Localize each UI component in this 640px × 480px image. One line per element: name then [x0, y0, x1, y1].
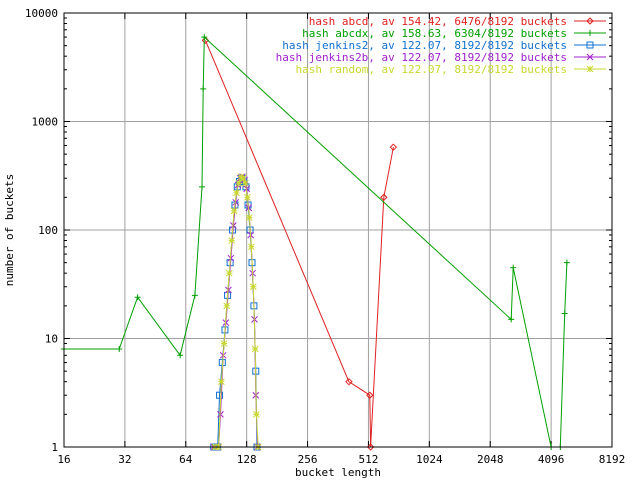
- legend-entry-label: hash jenkins2, av 122.07, 8192/8192 buck…: [282, 39, 567, 52]
- axis-ticks: 16 32 64 128 256 512 1024 2048 4096 8192 1 10 100 100…: [25, 7, 625, 466]
- series-point: [225, 269, 233, 277]
- series-line: [204, 40, 394, 448]
- series-point: [228, 237, 236, 244]
- series-point: [243, 193, 251, 201]
- series-line: [214, 175, 259, 448]
- series-point: [201, 34, 208, 41]
- x-tick-label: 2048: [477, 453, 504, 466]
- series-point: [116, 346, 123, 353]
- y-tick-label: 1: [51, 441, 58, 454]
- series-point: [389, 143, 398, 151]
- legend-entry-label: hash random, av 122.07, 8192/8192 bucket…: [295, 63, 567, 76]
- series-point: [235, 179, 243, 187]
- series-point: [191, 292, 198, 299]
- series-point: [247, 243, 255, 251]
- legend-entry-label: hash abcdx, av 158.63, 6304/8192 buckets: [302, 27, 567, 40]
- legend-marker: [586, 53, 594, 61]
- series-point: [345, 377, 353, 386]
- series-point: [216, 391, 224, 399]
- legend: hash abcd, av 154.42, 6476/8192 bucketsh…: [276, 15, 606, 76]
- y-tick-label: 10000: [25, 7, 58, 20]
- series-point: [230, 207, 238, 215]
- series-point: [200, 85, 207, 92]
- legend-entry-label: hash abcd, av 154.42, 6476/8192 buckets: [309, 15, 567, 28]
- y-axis-label: number of buckets: [3, 174, 16, 287]
- x-axis-label: bucket length: [295, 466, 381, 479]
- legend-marker: [587, 30, 593, 36]
- series-group: [61, 34, 570, 451]
- x-tick-label: 256: [298, 453, 318, 466]
- series-point: [241, 179, 249, 187]
- series-point: [223, 302, 231, 310]
- legend-marker: [586, 41, 594, 49]
- series-point: [134, 294, 141, 301]
- series-point: [366, 443, 375, 451]
- series-point: [233, 189, 240, 197]
- x-tick-label: 512: [359, 453, 379, 466]
- series-point: [561, 310, 568, 317]
- legend-marker: [586, 65, 594, 73]
- x-tick-label: 1024: [416, 453, 443, 466]
- series-point: [243, 185, 251, 193]
- series-point: [218, 378, 225, 386]
- x-tick-label: 32: [118, 453, 131, 466]
- y-tick-label: 1000: [32, 116, 59, 129]
- series-point: [220, 340, 228, 347]
- series-point: [249, 283, 257, 291]
- series-point: [366, 391, 374, 399]
- series-point: [380, 193, 388, 202]
- legend-marker: [586, 17, 594, 25]
- plot-frame: [63, 12, 613, 448]
- x-tick-label: 16: [57, 453, 70, 466]
- y-tick-label: 10: [45, 333, 58, 346]
- x-tick-label: 8192: [599, 453, 626, 466]
- series-point: [508, 316, 515, 323]
- series-point: [253, 410, 260, 418]
- series-point: [246, 214, 253, 221]
- x-tick-label: 4096: [538, 453, 565, 466]
- series-point: [177, 352, 184, 359]
- series-point: [227, 254, 235, 262]
- series-point: [199, 183, 206, 190]
- series-point: [251, 345, 259, 353]
- y-tick-label: 100: [38, 224, 58, 237]
- series-point: [510, 264, 517, 271]
- x-tick-label: 64: [179, 453, 193, 466]
- legend-entry-label: hash jenkins2b, av 122.07, 8192/8192 buc…: [276, 51, 567, 64]
- series-point: [563, 259, 570, 266]
- x-tick-label: 128: [237, 453, 257, 466]
- series-point: [239, 174, 247, 182]
- series-4: [211, 173, 262, 451]
